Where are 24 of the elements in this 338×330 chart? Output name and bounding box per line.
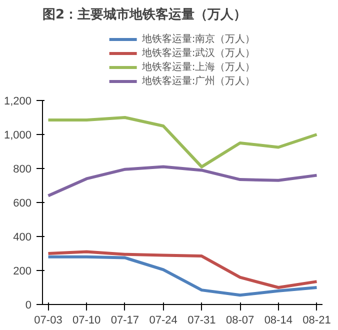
chart-title: 图2：主要城市地铁客运量（万人） — [42, 6, 247, 22]
x-tick-label: 08-21 — [302, 314, 331, 326]
y-tick-label: 0 — [25, 300, 32, 312]
legend-label: 地铁客运量:武汉（万人） — [142, 46, 256, 60]
x-tick-label: 07-10 — [72, 314, 101, 326]
x-tick-label: 08-14 — [264, 314, 292, 326]
y-tick-label: 800 — [13, 164, 32, 176]
line-series — [46, 250, 318, 289]
line-series — [46, 116, 318, 168]
y-tick-label: 1,000 — [4, 130, 32, 142]
line-series — [46, 165, 318, 198]
x-tick-label: 07-24 — [149, 314, 178, 326]
line-series — [46, 255, 318, 297]
legend-label: 地铁客运量:南京（万人） — [142, 32, 256, 46]
y-tick-label: 1,200 — [4, 96, 32, 108]
x-tick-label: 08-07 — [226, 314, 254, 326]
y-tick-label: 200 — [13, 266, 32, 278]
y-tick-label: 600 — [13, 198, 32, 210]
x-tick-label: 07-03 — [34, 314, 62, 326]
legend-label: 地铁客运量:上海（万人） — [142, 60, 256, 74]
x-tick-label: 07-31 — [188, 314, 216, 326]
legend-label: 地铁客运量:广州（万人） — [142, 74, 256, 88]
y-tick-label: 400 — [13, 232, 32, 244]
x-tick-label: 07-17 — [110, 314, 140, 326]
